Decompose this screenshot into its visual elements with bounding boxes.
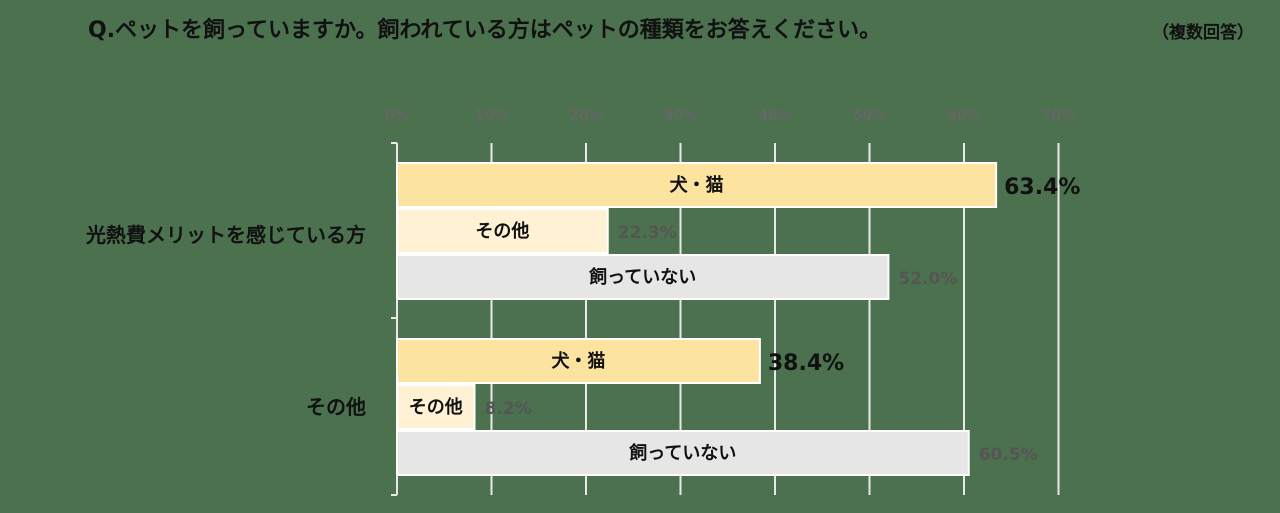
- bar-series-label: 犬・猫: [670, 174, 724, 196]
- data-label: 63.4%: [1004, 175, 1080, 200]
- data-label: 22.3%: [618, 223, 677, 243]
- bar-0: [396, 162, 998, 208]
- bar-series-label: その他: [475, 220, 529, 242]
- bar-1: [396, 208, 609, 254]
- category-label: 光熱費メリットを感じている方: [85, 223, 366, 247]
- x-tick-label: 30%: [664, 108, 698, 124]
- chart-title: Q.ペットを飼っていますか。飼われている方はペットの種類をお答えください。: [88, 18, 882, 43]
- bar-1: [396, 384, 476, 430]
- bar-series-label: 飼っていない: [588, 266, 696, 288]
- chart-note: （複数回答）: [1152, 23, 1254, 43]
- bar-series-label: 飼っていない: [628, 442, 736, 464]
- bar-0: [396, 338, 761, 384]
- x-tick-label: 0%: [385, 108, 409, 124]
- bar-2: [396, 254, 890, 300]
- category-label: その他: [306, 395, 366, 419]
- bar-series-label: 犬・猫: [551, 350, 605, 372]
- data-label: 52.0%: [898, 269, 957, 289]
- x-tick-label: 70%: [1042, 108, 1076, 124]
- x-tick-label: 20%: [569, 108, 603, 124]
- x-tick-label: 10%: [475, 108, 509, 124]
- data-label: 38.4%: [768, 351, 844, 376]
- bar-series-label: その他: [409, 396, 463, 418]
- x-tick-label: 50%: [853, 108, 887, 124]
- x-tick-label: 60%: [947, 108, 981, 124]
- x-tick-label: 40%: [758, 108, 792, 124]
- data-label: 60.5%: [979, 445, 1038, 465]
- data-label: 8.2%: [484, 399, 531, 419]
- bar-2: [396, 430, 970, 476]
